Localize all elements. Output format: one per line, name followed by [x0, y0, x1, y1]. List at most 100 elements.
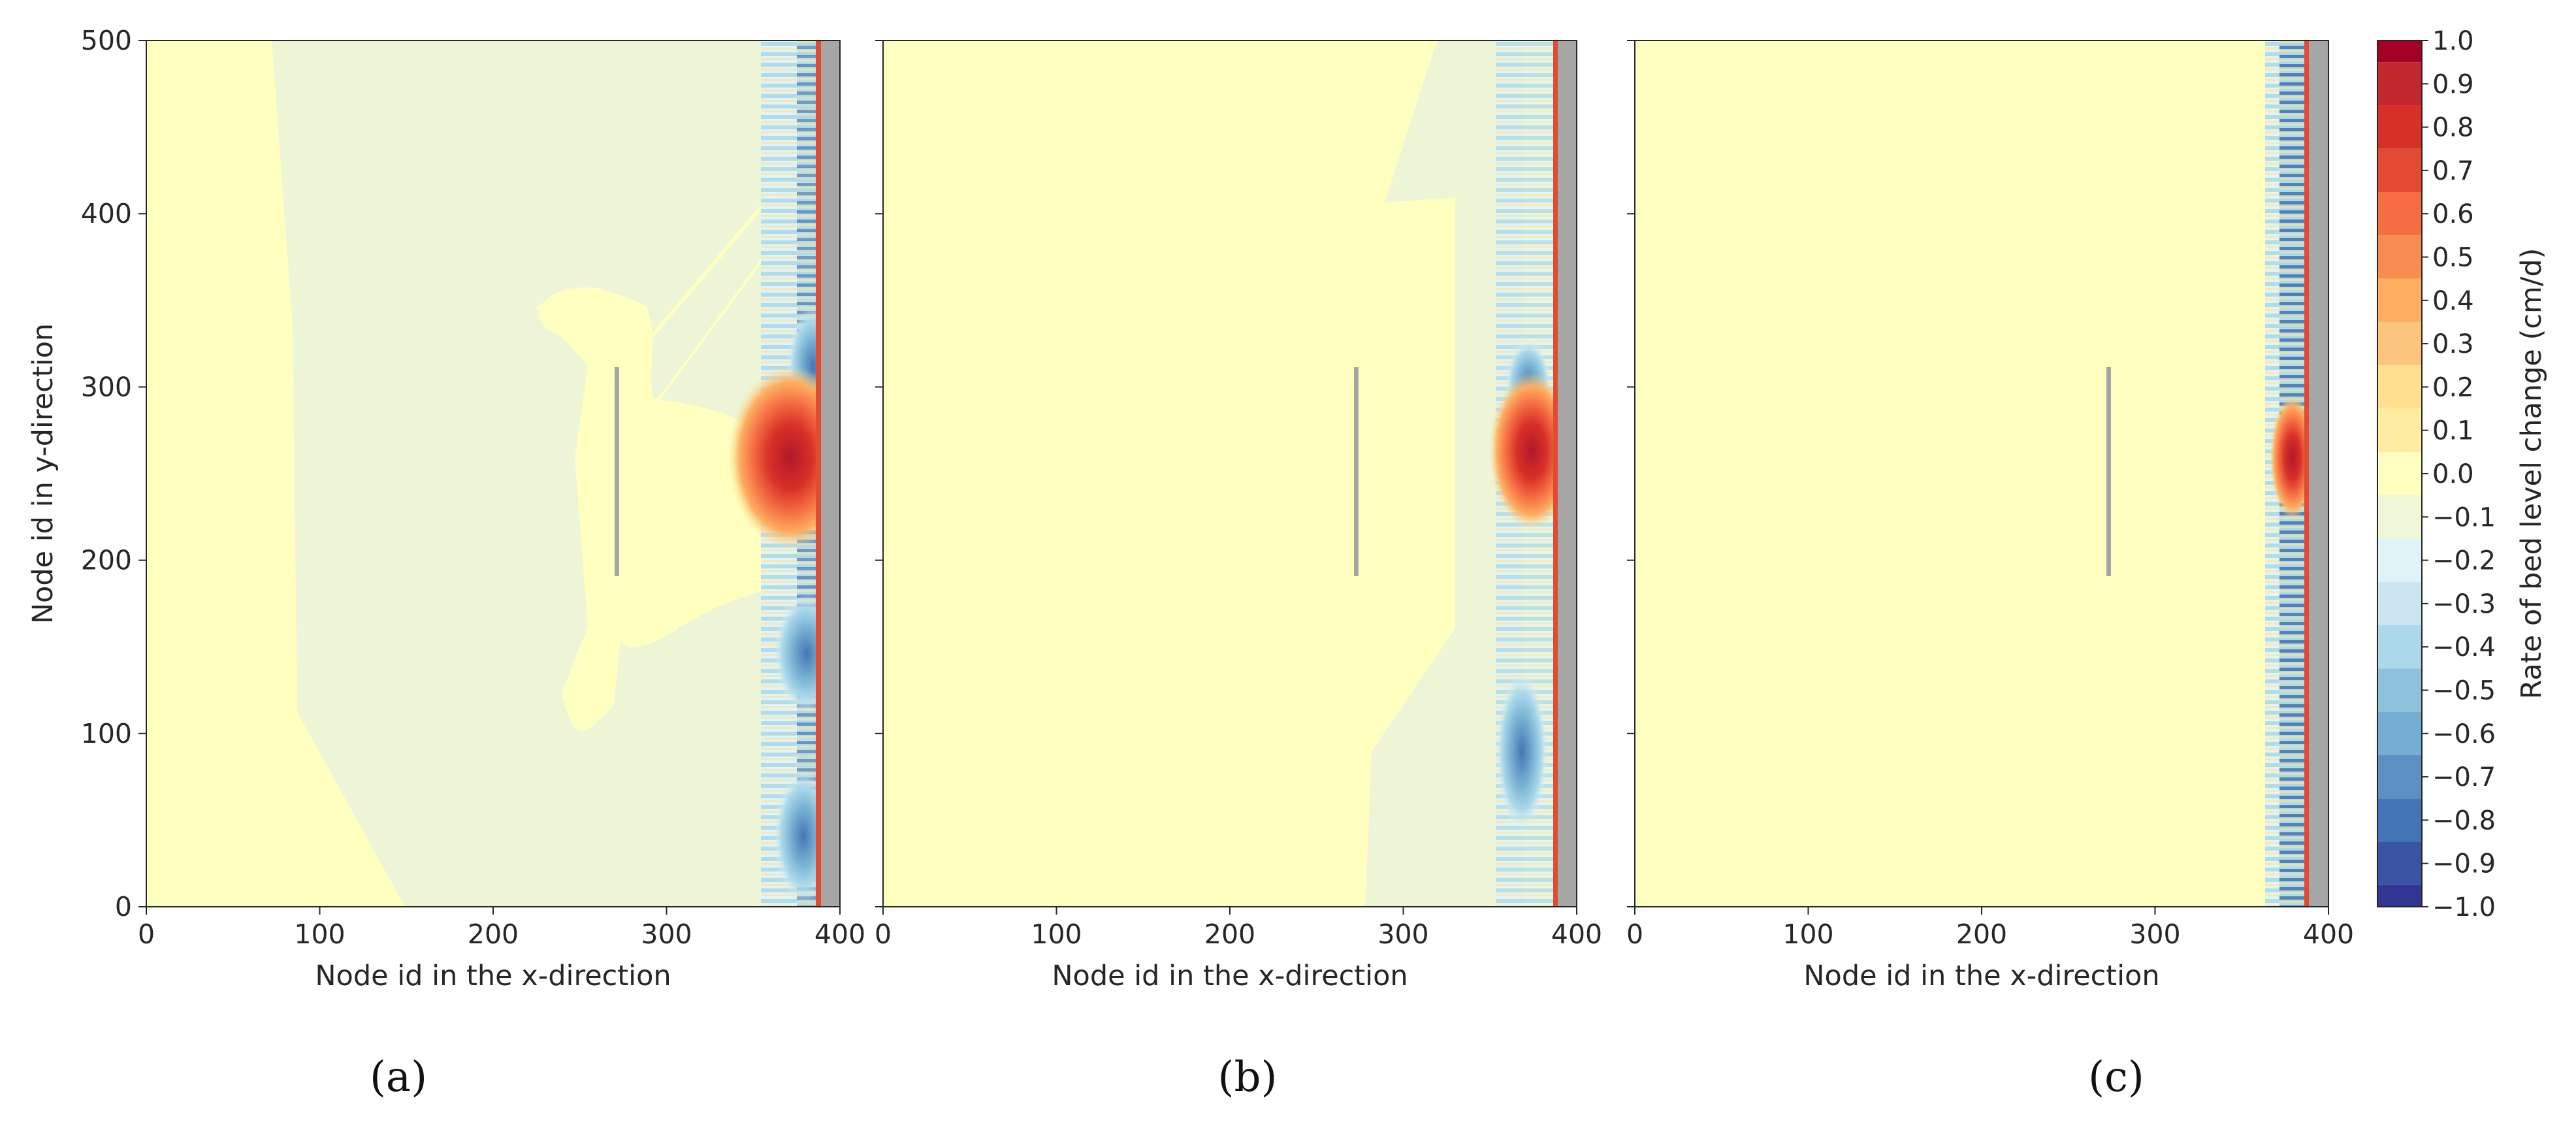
panel-a-accretion-blob: [728, 366, 840, 549]
colorbar-tick-label: −0.4: [2432, 632, 2496, 662]
panel-a-ytick-label: 300: [81, 371, 132, 402]
colorbar-segment: [2377, 365, 2422, 409]
colorbar-tick-label: 0.1: [2432, 416, 2474, 446]
colorbar-tick-label: −0.1: [2432, 502, 2496, 532]
panel-c-xtick-label: 100: [1782, 919, 1833, 950]
panel-a-oblique-line: [625, 195, 773, 367]
colorbar-segment: [2377, 711, 2422, 755]
panel-a-land: [821, 41, 840, 907]
colorbar-tick-label: −0.3: [2432, 589, 2496, 619]
colorbar-tick-label: 1.0: [2432, 26, 2474, 56]
colorbar: 1.0 0.9 0.8 0.7 0.6 0.5 0.4 0.3 0.2 0.1 0.0 −0.1 −0.…: [2377, 26, 2496, 922]
colorbar-segment: [2377, 105, 2422, 149]
colorbar-tick-label: 0.8: [2432, 113, 2474, 143]
panel-b-erosion-blob: [1496, 673, 1548, 830]
panel-b-xtick-label: 100: [1031, 919, 1082, 950]
colorbar-tick-label: −0.9: [2432, 849, 2496, 879]
panel-c-background: [1635, 41, 2328, 907]
panel-a-zero-zone: [536, 291, 777, 731]
colorbar-segment: [2377, 841, 2422, 885]
panel-a-xtick-label: 0: [138, 919, 155, 950]
panel-a-ytick-label: 0: [115, 891, 132, 922]
colorbar-tick-label: 0.4: [2432, 286, 2474, 316]
panel-b-structure-line: [1354, 367, 1359, 576]
colorbar-segment: [2377, 278, 2422, 322]
panel-a-shoreline-edge: [816, 41, 821, 907]
colorbar-tick-label: 0.5: [2432, 243, 2474, 273]
panel-b-label: (b): [1218, 1053, 1278, 1101]
panel-b-land: [1558, 41, 1577, 907]
colorbar-segment: [2377, 755, 2422, 799]
panel-a-zero-bubble: [539, 287, 630, 340]
colorbar-segment: [2377, 625, 2422, 669]
colorbar-segment: [2377, 798, 2422, 842]
panel-a-ytick-label: 500: [81, 25, 132, 56]
colorbar-tick-label: 0.0: [2432, 459, 2474, 489]
panel-b-xtick-label: 400: [1551, 919, 1602, 950]
panel-b: [882, 40, 1577, 907]
panel-a-structure-line: [615, 367, 619, 576]
panel-a-xtick-label: 400: [814, 919, 865, 950]
colorbar-segment: [2377, 408, 2422, 452]
panel-b-xlabel: Node id in the x-direction: [1052, 960, 1408, 992]
colorbar-tick-label: 0.3: [2432, 329, 2474, 359]
colorbar-tick-label: −0.8: [2432, 806, 2496, 836]
panel-c-xtick-label: 300: [2129, 919, 2180, 950]
colorbar-segment: [2377, 581, 2422, 626]
panel-a-ytick-label: 400: [81, 198, 132, 229]
colorbar-tick-label: −1.0: [2432, 892, 2496, 922]
colorbar-tick-label: 0.6: [2432, 199, 2474, 229]
panel-a-oblique-line: [639, 247, 772, 426]
panel-c-xlabel: Node id in the x-direction: [1803, 960, 2159, 992]
panel-a-xtick-label: 100: [294, 919, 345, 950]
panel-b-xtick-label: 300: [1377, 919, 1428, 950]
panel-c-xtick-label: 0: [1626, 919, 1643, 950]
panel-a-offshore-zero-band: [146, 41, 405, 907]
colorbar-segment: [2377, 62, 2422, 106]
panel-a-label: (a): [370, 1053, 427, 1101]
colorbar-tick-label: 0.7: [2432, 156, 2474, 186]
colorbar-segment: [2377, 192, 2422, 236]
colorbar-tick-label: −0.7: [2432, 762, 2496, 792]
panel-b-shoreline-edge: [1553, 41, 1558, 907]
colorbar-segment: [2377, 41, 2422, 63]
panel-c-heatmap: [1635, 41, 2328, 907]
colorbar-segment: [2377, 538, 2422, 582]
colorbar-tick-label: −0.5: [2432, 676, 2496, 706]
colorbar-tick-label: −0.6: [2432, 719, 2496, 749]
panel-c-xtick-label: 400: [2303, 919, 2354, 950]
panel-b-slightly-negative-inner: [1365, 41, 1522, 907]
colorbar-tick-label: 0.2: [2432, 372, 2474, 402]
panel-c-land: [2309, 41, 2328, 907]
axes-layer: 0 100 200 300 400 0 100 200 300 400 500 0 100 200 300 4…: [81, 25, 2354, 950]
panel-c-shoreline-edge: [2304, 41, 2309, 907]
colorbar-segment: [2377, 321, 2422, 366]
colorbar-label: Rate of bed level change (cm/d): [2515, 248, 2548, 700]
panel-b-xtick-label: 0: [875, 919, 892, 950]
panel-a-heatmap: [146, 41, 840, 907]
panel-a-xtick-label: 200: [468, 919, 519, 950]
colorbar-segment: [2377, 668, 2422, 712]
panel-c: [1634, 40, 2329, 907]
panel-a-xtick-label: 300: [641, 919, 692, 950]
panel-c-structure-line: [2106, 367, 2111, 576]
colorbar-segment: [2377, 148, 2422, 193]
colorbar-segment: [2377, 885, 2422, 907]
panel-b-heatmap: [883, 41, 1577, 907]
colorbar-segment: [2377, 495, 2422, 539]
panel-b-accretion-blob: [1489, 372, 1574, 529]
panel-a-ytick-label: 100: [81, 718, 132, 749]
panel-b-xtick-label: 200: [1204, 919, 1255, 950]
panel-c-xtick-label: 200: [1956, 919, 2007, 950]
colorbar-tick-label: 0.9: [2432, 69, 2474, 99]
colorbar-segment: [2377, 235, 2422, 279]
colorbar-segment: [2377, 451, 2422, 496]
panel-c-accretion-blob: [2270, 395, 2315, 519]
colorbar-tick-label: −0.2: [2432, 546, 2496, 576]
panel-a-ylabel: Node id in y-direction: [27, 323, 59, 624]
panel-a-ytick-label: 200: [81, 545, 132, 576]
panel-a-xlabel: Node id in the x-direction: [315, 960, 671, 992]
panel-a: [146, 40, 841, 907]
panel-c-label: (c): [2088, 1053, 2144, 1101]
